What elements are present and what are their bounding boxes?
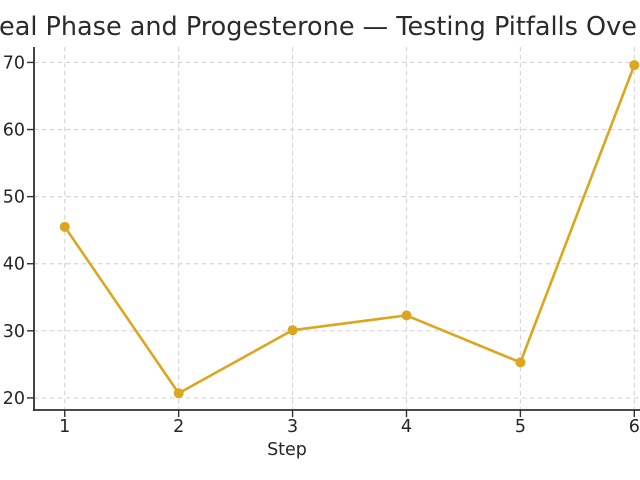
chart-title: eal Phase and Progesterone — Testing Pit… bbox=[0, 12, 637, 42]
y-tick-label: 70 bbox=[3, 53, 25, 73]
y-tick-label: 40 bbox=[3, 255, 25, 275]
x-tick-label: 4 bbox=[401, 417, 412, 437]
x-tick-label: 1 bbox=[59, 417, 70, 437]
x-tick-label: 6 bbox=[629, 417, 640, 437]
data-point bbox=[173, 388, 184, 399]
data-point bbox=[59, 221, 70, 232]
y-tick-label: 50 bbox=[3, 188, 25, 208]
x-tick-label: 2 bbox=[173, 417, 184, 437]
data-point bbox=[401, 310, 412, 321]
x-axis-label: Step bbox=[267, 440, 307, 460]
data-point bbox=[287, 325, 298, 336]
y-tick-label: 20 bbox=[3, 389, 25, 409]
x-tick-label: 3 bbox=[287, 417, 298, 437]
data-line bbox=[63, 63, 636, 395]
data-point bbox=[515, 357, 526, 368]
x-tick-label: 5 bbox=[515, 417, 526, 437]
data-point bbox=[629, 60, 640, 71]
y-tick-label: 30 bbox=[3, 322, 25, 342]
y-tick-label: 60 bbox=[3, 121, 25, 141]
